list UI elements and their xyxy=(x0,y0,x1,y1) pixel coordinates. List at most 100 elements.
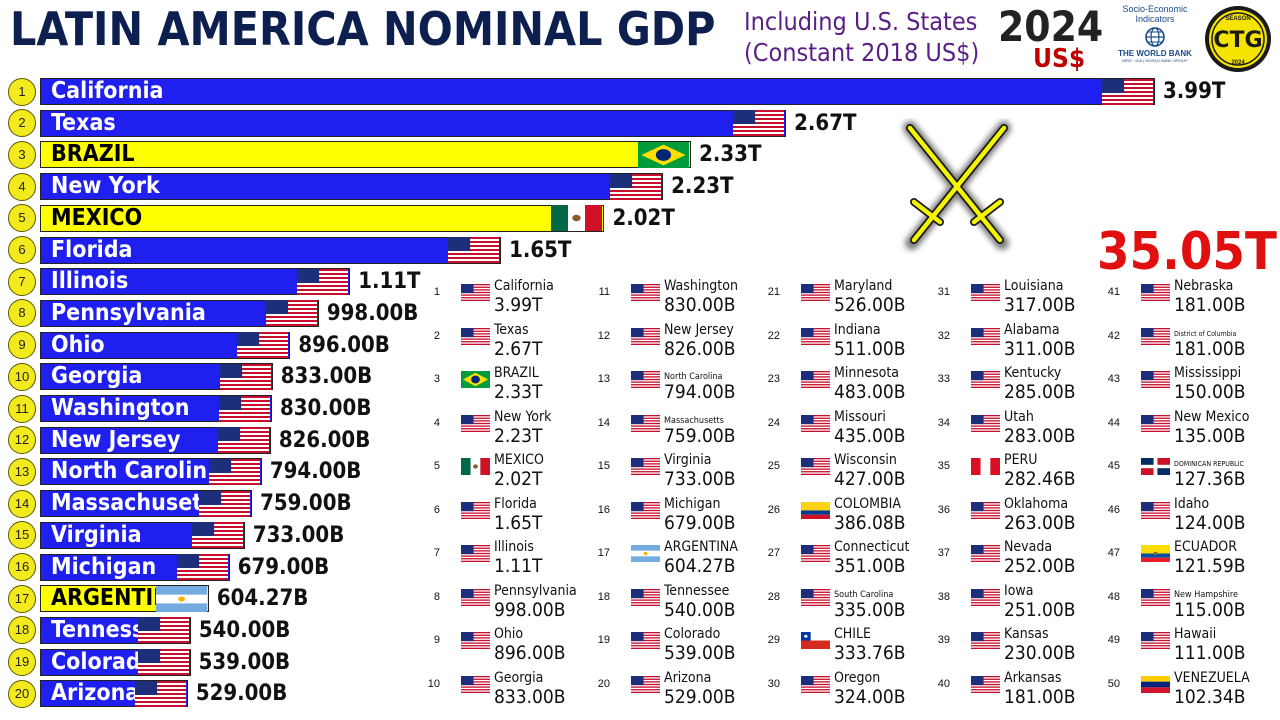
table-value-9: 896.00B xyxy=(494,642,566,664)
bar-rank-10: 10 xyxy=(8,362,36,391)
bar-flag-1 xyxy=(1102,78,1153,105)
bar-value-15: 733.00B xyxy=(252,522,345,548)
table-flag-4 xyxy=(461,414,490,432)
bar-flag-14 xyxy=(199,490,251,517)
bar-label-9: Ohio xyxy=(51,331,105,358)
table-name-37: Nevada xyxy=(1004,539,1053,555)
table-value-36: 263.00B xyxy=(1004,511,1076,534)
bar-label-13: North Carolin xyxy=(51,458,208,485)
table-name-2: Texas xyxy=(494,321,529,338)
table-name-8: Pennsylvania xyxy=(494,582,577,599)
table-rank-17: 17 xyxy=(597,547,610,559)
table-name-21: Maryland xyxy=(834,278,893,294)
bar-rank-5: 5 xyxy=(8,204,36,233)
bar-flag-19 xyxy=(137,649,189,676)
table-name-33: Kentucky xyxy=(1004,365,1062,381)
table-rank-15: 15 xyxy=(597,460,610,472)
table-flag-35 xyxy=(971,458,1000,475)
bar-flag-10 xyxy=(219,363,271,390)
table-name-6: Florida xyxy=(494,495,537,512)
table-value-40: 181.00B xyxy=(1004,685,1076,708)
table-rank-7: 7 xyxy=(433,547,440,559)
table-name-5: MEXICO xyxy=(494,452,544,468)
bar-rank-9: 9 xyxy=(8,331,36,360)
bar-rank-17: 17 xyxy=(8,584,36,613)
total-gdp-value: 35.05T xyxy=(1097,222,1277,282)
bar-rank-8: 8 xyxy=(8,299,36,328)
bar-rank-18: 18 xyxy=(8,616,36,645)
bar-flag-8 xyxy=(265,300,317,327)
table-name-50: VENEZUELA xyxy=(1174,669,1250,686)
table-flag-49 xyxy=(1141,632,1170,649)
bar-value-5: 2.02T xyxy=(612,205,675,231)
table-rank-27: 27 xyxy=(767,547,780,559)
table-flag-25 xyxy=(801,458,830,475)
table-name-24: Missouri xyxy=(834,408,886,425)
bar-rank-4: 4 xyxy=(8,172,36,201)
table-flag-33 xyxy=(971,371,1000,388)
table-flag-11 xyxy=(631,284,660,301)
table-value-10: 833.00B xyxy=(494,685,566,708)
table-rank-4: 4 xyxy=(433,416,440,429)
bar-flag-5 xyxy=(551,205,603,232)
table-name-4: New York xyxy=(494,408,552,425)
table-rank-46: 46 xyxy=(1107,503,1120,516)
table-flag-6 xyxy=(461,501,490,519)
table-flag-1 xyxy=(461,284,490,301)
table-flag-13 xyxy=(631,371,660,388)
table-rank-32: 32 xyxy=(937,329,950,342)
bar-flag-7 xyxy=(297,268,349,295)
table-name-20: Arizona xyxy=(664,669,712,686)
bar-value-12: 826.00B xyxy=(278,427,371,453)
table-flag-26 xyxy=(801,501,830,519)
bar-value-4: 2.23T xyxy=(671,174,734,200)
bar-label-10: Georgia xyxy=(51,363,143,390)
table-flag-40 xyxy=(971,675,1000,693)
bar-flag-11 xyxy=(218,395,270,422)
table-flag-45 xyxy=(1141,458,1170,475)
bar-value-2: 2.67T xyxy=(794,110,857,136)
bar-rank-16: 16 xyxy=(8,553,36,581)
table-value-33: 285.00B xyxy=(1004,381,1076,403)
bar-4 xyxy=(40,173,664,201)
table-value-28: 335.00B xyxy=(834,598,906,621)
table-rank-26: 26 xyxy=(767,503,780,516)
table-rank-44: 44 xyxy=(1107,416,1120,429)
table-rank-45: 45 xyxy=(1107,460,1120,472)
table-rank-31: 31 xyxy=(937,286,950,298)
bar-value-1: 3.99T xyxy=(1163,79,1226,104)
bar-flag-18 xyxy=(137,617,189,644)
bar-label-12: New Jersey xyxy=(51,426,181,453)
table-value-21: 526.00B xyxy=(834,294,906,316)
globe-icon xyxy=(1145,27,1165,47)
table-rank-40: 40 xyxy=(937,677,950,690)
bar-2 xyxy=(40,109,787,137)
table-name-26: COLOMBIA xyxy=(834,495,901,512)
ctg-season-logo: SEASON CTG 2024 xyxy=(1205,6,1271,72)
bar-rank-6: 6 xyxy=(8,236,36,264)
subtitle-line-1: Including U.S. States xyxy=(744,7,978,36)
table-value-23: 483.00B xyxy=(834,381,906,403)
table-rank-41: 41 xyxy=(1107,286,1120,298)
table-name-35: PERU xyxy=(1004,452,1038,468)
table-name-39: Kansas xyxy=(1004,626,1049,642)
table-value-5: 2.02T xyxy=(494,468,543,490)
bar-flag-9 xyxy=(237,332,289,359)
table-name-41: Nebraska xyxy=(1174,278,1234,294)
bar-rank-7: 7 xyxy=(8,267,36,296)
table-value-20: 529.00B xyxy=(664,685,736,708)
table-flag-9 xyxy=(461,632,490,649)
table-rank-8: 8 xyxy=(433,590,440,603)
table-value-47: 121.59B xyxy=(1174,555,1246,577)
table-flag-23 xyxy=(801,371,830,388)
table-flag-28 xyxy=(801,588,830,606)
table-flag-34 xyxy=(971,414,1000,432)
table-flag-38 xyxy=(971,588,1000,606)
table-value-38: 251.00B xyxy=(1004,598,1076,621)
bar-5 xyxy=(40,204,605,232)
bar-label-6: Florida xyxy=(51,236,133,263)
table-rank-12: 12 xyxy=(597,329,610,342)
table-name-16: Michigan xyxy=(664,495,721,512)
chart-title: LATIN AMERICA NOMINAL GDP xyxy=(10,2,716,56)
table-rank-18: 18 xyxy=(597,590,610,603)
